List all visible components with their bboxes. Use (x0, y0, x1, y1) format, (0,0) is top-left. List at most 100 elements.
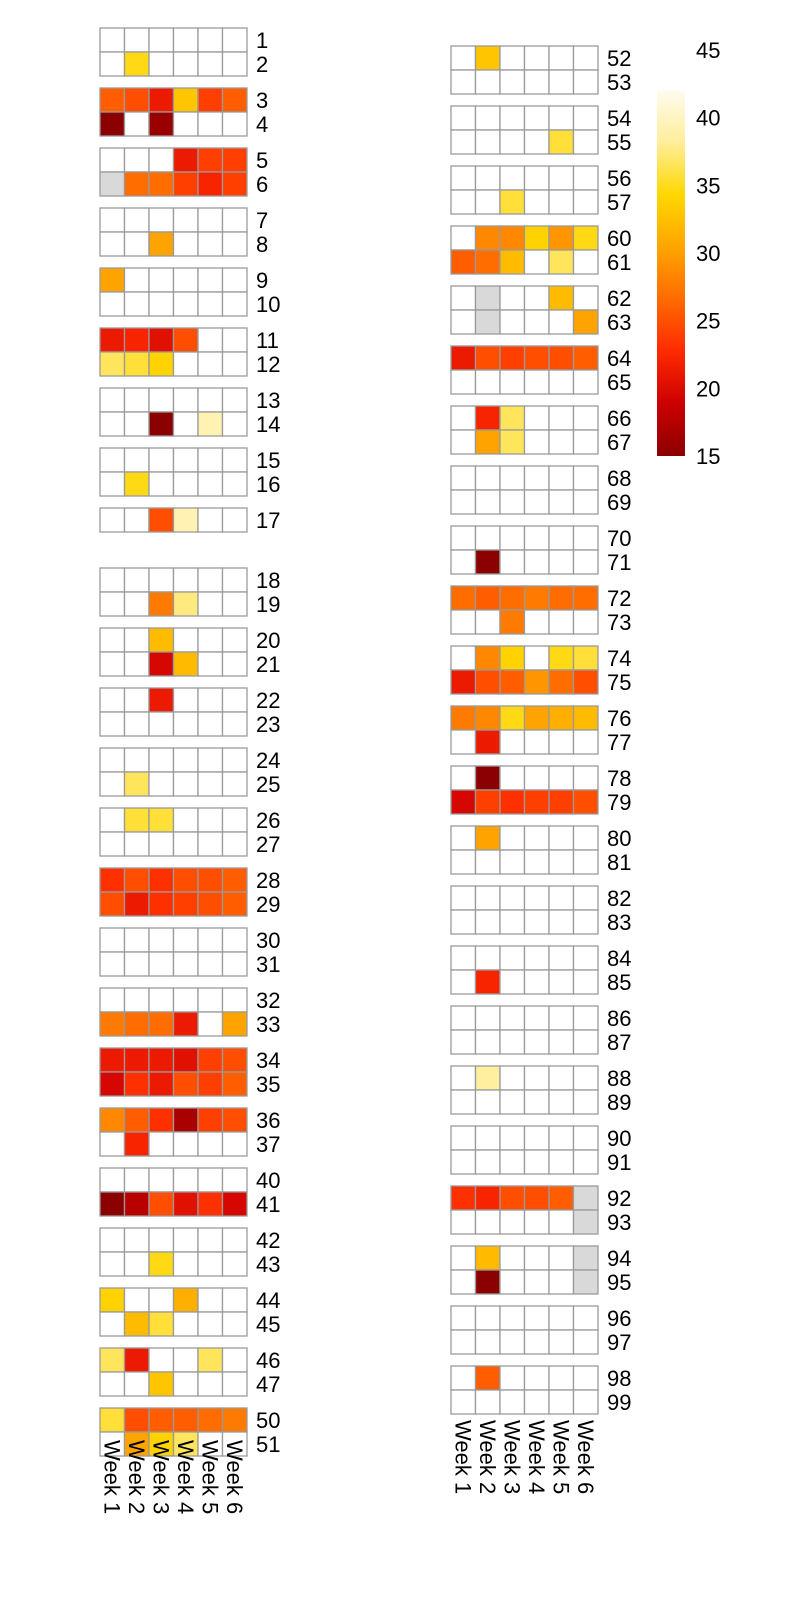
heatmap-cell (523, 525, 550, 551)
heatmap-cell (548, 1245, 575, 1271)
heatmap-cell (99, 1347, 126, 1373)
heatmap-cell (99, 987, 126, 1013)
heatmap-cell (123, 267, 150, 293)
heatmap-cell (548, 1305, 575, 1331)
heatmap-cell (197, 1047, 224, 1073)
heatmap-cell (474, 1065, 501, 1091)
heatmap-cell (499, 105, 526, 131)
heatmap-cell (474, 1125, 501, 1151)
heatmap-cell (499, 1245, 526, 1271)
heatmap-cell (474, 285, 501, 311)
row-label: 55 (607, 130, 631, 155)
heatmap-cell (99, 651, 126, 677)
heatmap-cell (99, 1311, 126, 1337)
heatmap-cell (450, 609, 477, 635)
heatmap-cell (499, 1329, 526, 1355)
row-label: 13 (256, 388, 280, 413)
row-label: 24 (256, 748, 280, 773)
heatmap-cell (221, 1227, 248, 1253)
heatmap-cell (474, 249, 501, 275)
heatmap-cell (548, 1365, 575, 1391)
heatmap-cell (548, 429, 575, 455)
heatmap-cell (221, 147, 248, 173)
row-label: 28 (256, 868, 280, 893)
heatmap-cell (523, 165, 550, 191)
heatmap-cell (523, 1029, 550, 1055)
heatmap-cell (148, 1107, 175, 1133)
heatmap-cell (450, 1329, 477, 1355)
heatmap-cell (99, 1191, 126, 1217)
heatmap-cell (572, 789, 599, 815)
heatmap-cell (123, 1311, 150, 1337)
heatmap-cell (123, 351, 150, 377)
heatmap-cell (172, 87, 199, 113)
row-label: 14 (256, 412, 280, 437)
heatmap-cell (548, 549, 575, 575)
heatmap-cell (172, 1071, 199, 1097)
heatmap-cell (123, 1371, 150, 1397)
heatmap-cell (123, 1131, 150, 1157)
heatmap-cell (474, 645, 501, 671)
heatmap-cell (221, 771, 248, 797)
heatmap-cell (499, 825, 526, 851)
color-legend-ticks: 15 20 25 30 35 40 45 (696, 38, 720, 469)
heatmap-cell (548, 45, 575, 71)
heatmap-cell (548, 1029, 575, 1055)
heatmap-cell (221, 651, 248, 677)
heatmap-cell (123, 27, 150, 53)
row-label: 46 (256, 1348, 280, 1373)
heatmap-cell (474, 525, 501, 551)
row-label: 31 (256, 952, 280, 977)
heatmap-cell (450, 1125, 477, 1151)
heatmap-cell (572, 849, 599, 875)
heatmap-cell (221, 1431, 248, 1457)
heatmap-cell (197, 327, 224, 353)
heatmap-cell (548, 765, 575, 791)
heatmap-cell (221, 351, 248, 377)
heatmap-cell (197, 1227, 224, 1253)
heatmap-cell (450, 429, 477, 455)
row-label: 83 (607, 910, 631, 935)
heatmap-cell (523, 969, 550, 995)
heatmap-cell (523, 45, 550, 71)
legend-tick-label: 45 (696, 38, 720, 63)
row-label: 73 (607, 610, 631, 635)
heatmap-cell (450, 489, 477, 515)
heatmap-cell (548, 825, 575, 851)
heatmap-cell (148, 1407, 175, 1433)
heatmap-cell (523, 1269, 550, 1295)
heatmap-cell (197, 771, 224, 797)
heatmap-cell (221, 1071, 248, 1097)
heatmap-cell (499, 669, 526, 695)
row-label: 43 (256, 1252, 280, 1277)
heatmap-cell (572, 465, 599, 491)
heatmap-cell (148, 1071, 175, 1097)
heatmap-cell (499, 69, 526, 95)
heatmap-cell (99, 171, 126, 197)
heatmap-cell (450, 165, 477, 191)
row-label: 60 (607, 226, 631, 251)
heatmap-cell (474, 705, 501, 731)
heatmap-cell (548, 789, 575, 815)
heatmap-cell (474, 885, 501, 911)
row-label: 68 (607, 466, 631, 491)
heatmap-cell (99, 627, 126, 653)
heatmap-cell (172, 1167, 199, 1193)
heatmap-cell (474, 789, 501, 815)
heatmap-cell (197, 267, 224, 293)
heatmap-cell (99, 51, 126, 77)
heatmap-cell (197, 111, 224, 137)
heatmap-cell (172, 267, 199, 293)
heatmap-cell (523, 1065, 550, 1091)
heatmap-cell (572, 705, 599, 731)
heatmap-cell (148, 1371, 175, 1397)
week-label: Week 4 (173, 1440, 198, 1514)
heatmap-cell (221, 891, 248, 917)
heatmap-cell (172, 771, 199, 797)
